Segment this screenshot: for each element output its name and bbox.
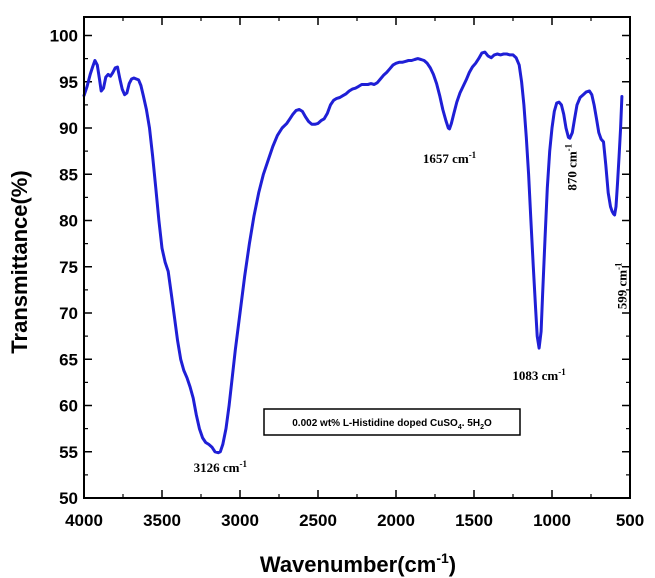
x-tick-label-1000: 1000 [533, 511, 571, 530]
legend-text-mid: . 5H [462, 418, 480, 429]
legend-text-main: 0.002 wt% L-Histidine doped CuSO [292, 418, 458, 429]
peak-label-599: 599 cm-1 [614, 262, 630, 309]
peak-label-text: 1657 cm [423, 151, 469, 166]
peak-label-3126: 3126 cm-1 [194, 459, 248, 475]
x-tick-label-2000: 2000 [377, 511, 415, 530]
peak-label-text: 3126 cm [194, 460, 240, 475]
peak-label-text: 599 cm [615, 270, 630, 310]
legend-box: 0.002 wt% L-Histidine doped CuSO4. 5H2O [263, 408, 521, 436]
x-tick-label-3000: 3000 [221, 511, 259, 530]
x-tick-label-4000: 4000 [65, 511, 103, 530]
y-tick-label-95: 95 [59, 73, 78, 92]
x-tick-label-1500: 1500 [455, 511, 493, 530]
y-tick-label-65: 65 [59, 350, 78, 369]
peak-label-text: 870 cm [564, 151, 579, 191]
legend-text-end: O [484, 418, 492, 429]
x-axis-title-sup: -1 [436, 550, 449, 566]
y-tick-label-50: 50 [59, 489, 78, 508]
y-tick-label-80: 80 [59, 212, 78, 231]
peak-label-sup: -1 [563, 143, 573, 151]
series-line-transmittance [82, 50, 624, 455]
peak-label-1083: 1083 cm-1 [512, 367, 566, 383]
legend-sub-2: 2 [480, 424, 484, 431]
y-tick-label-100: 100 [50, 27, 78, 46]
x-axis-title-main: Wavenumber(cm [260, 552, 436, 577]
x-axis-title-suffix: ) [449, 552, 456, 577]
y-axis-title: Transmittance(%) [7, 170, 32, 353]
peak-label-sup: -1 [469, 150, 477, 160]
peak-label-1657: 1657 cm-1 [423, 150, 477, 166]
x-tick-label-2500: 2500 [299, 511, 337, 530]
peak-label-870: 870 cm-1 [563, 143, 579, 190]
y-tick-label-75: 75 [59, 258, 78, 277]
peak-label-sup: -1 [558, 367, 566, 377]
x-tick-label-3500: 3500 [143, 511, 181, 530]
legend-label: 0.002 wt% L-Histidine doped CuSO4. 5H2O [292, 418, 492, 431]
legend-sub-1: 4 [458, 424, 462, 431]
x-tick-label-500: 500 [616, 511, 644, 530]
y-tick-label-55: 55 [59, 443, 78, 462]
peak-label-sup: -1 [614, 262, 624, 270]
y-tick-label-70: 70 [59, 304, 78, 323]
y-tick-label-60: 60 [59, 397, 78, 416]
y-tick-label-90: 90 [59, 119, 78, 138]
peak-label-text: 1083 cm [512, 368, 558, 383]
peak-label-sup: -1 [240, 459, 248, 469]
x-axis-title: Wavenumber(cm-1) [260, 550, 456, 577]
plot-frame [83, 16, 631, 499]
y-tick-label-85: 85 [59, 165, 78, 184]
legend-border [263, 408, 521, 436]
